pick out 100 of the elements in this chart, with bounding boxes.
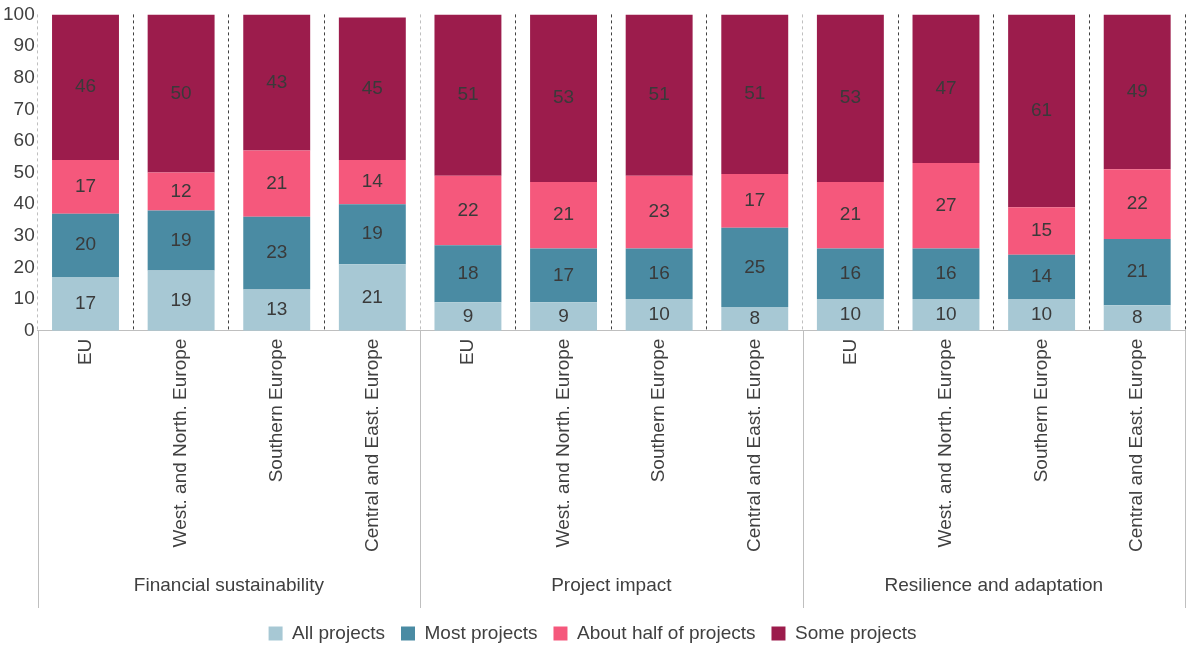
data-label: 47 (935, 76, 957, 98)
legend-label: Most projects (424, 621, 538, 643)
data-label: 61 (1031, 99, 1053, 121)
x-tick-label: Central and East. Europe (360, 338, 382, 553)
bar (1008, 14, 1076, 208)
data-label: 10 (839, 303, 861, 325)
legend-label: All projects (292, 621, 385, 643)
data-label: 19 (170, 288, 192, 310)
data-label: 53 (552, 86, 575, 108)
bar (530, 14, 598, 183)
x-tick-label: EU (838, 338, 860, 366)
bar (147, 14, 215, 173)
data-label: 12 (170, 179, 192, 201)
bar (1103, 305, 1171, 331)
bar (434, 175, 502, 246)
data-label: 17 (552, 263, 575, 285)
y-tick-label: 90 (13, 34, 35, 56)
y-tick-label: 80 (13, 65, 35, 87)
bar (243, 14, 311, 151)
data-label: 9 (558, 304, 569, 326)
bar (338, 17, 406, 160)
bar (721, 174, 789, 228)
data-label: 23 (648, 200, 670, 222)
bar (434, 302, 502, 331)
legend-label: About half of projects (576, 621, 756, 643)
bar (338, 264, 406, 331)
data-label: 16 (839, 261, 861, 283)
data-label: 9 (462, 304, 474, 326)
y-tick-label: 50 (13, 160, 35, 182)
bar (434, 14, 502, 176)
data-label: 15 (1031, 219, 1053, 241)
bar (1103, 238, 1171, 306)
bar (1008, 254, 1076, 300)
x-tick-label: Southern Europe (647, 338, 669, 483)
data-label: 43 (266, 70, 288, 92)
data-label: 14 (1031, 265, 1053, 287)
bar (912, 14, 980, 164)
legend-label: Some projects (794, 621, 917, 643)
bar (1008, 299, 1076, 331)
bar (530, 248, 598, 303)
data-label: 45 (361, 76, 383, 98)
data-label: 50 (170, 81, 192, 103)
data-label: 21 (552, 203, 575, 225)
bar (52, 276, 119, 331)
data-label: 13 (266, 298, 288, 320)
y-tick-label: 10 (13, 287, 35, 309)
bar (52, 14, 119, 160)
bar (52, 213, 119, 277)
data-label: 8 (749, 307, 761, 329)
bar (625, 14, 693, 176)
y-tick-label: 0 (24, 318, 35, 340)
x-tick-label: West. and North. Europe (169, 338, 191, 548)
data-label: 14 (361, 170, 384, 192)
bar (243, 216, 311, 290)
bar (434, 245, 502, 303)
data-label: 51 (457, 83, 479, 105)
x-tick-label: EU (73, 338, 95, 366)
data-label: 51 (648, 83, 670, 105)
data-label: 20 (74, 233, 97, 255)
data-label: 51 (744, 82, 766, 104)
data-label: 18 (457, 261, 479, 283)
text: Resilience and adaptation (884, 574, 1104, 596)
text: Project impact (551, 574, 673, 596)
data-label: 8 (1131, 306, 1143, 328)
bar (721, 227, 789, 307)
bar (816, 299, 884, 331)
data-label: 19 (361, 222, 383, 244)
data-label: 22 (1126, 192, 1148, 214)
y-tick-label: 70 (13, 97, 35, 119)
bar (816, 248, 884, 300)
bar (530, 302, 598, 331)
data-label: 19 (170, 228, 192, 250)
x-tick-label: Central and East. Europe (1125, 338, 1147, 553)
y-tick-label: 100 (3, 2, 35, 24)
bar (147, 270, 215, 331)
text: Financial sustainability (133, 574, 325, 596)
data-label: 22 (457, 198, 479, 220)
data-label: 21 (361, 285, 383, 307)
data-label: 53 (839, 86, 861, 108)
y-tick-label: 30 (13, 224, 35, 246)
bar (338, 159, 406, 205)
data-label: 23 (266, 241, 288, 263)
data-label: 16 (648, 261, 670, 283)
bar (912, 299, 980, 331)
bar (530, 182, 598, 249)
bar (912, 163, 980, 249)
y-tick-label: 60 (13, 129, 35, 151)
bar (1103, 14, 1171, 170)
data-label: 10 (648, 303, 670, 325)
bar (1008, 207, 1076, 255)
data-label: 27 (935, 193, 957, 215)
bar (721, 14, 789, 175)
x-tick-label: Central and East. Europe (743, 338, 764, 553)
data-label: 21 (266, 171, 288, 193)
y-tick-label: 40 (13, 192, 35, 214)
data-label: 17 (74, 174, 97, 196)
bar (243, 289, 311, 331)
bar (1103, 169, 1171, 239)
data-label: 21 (839, 203, 861, 225)
bar (721, 306, 789, 331)
